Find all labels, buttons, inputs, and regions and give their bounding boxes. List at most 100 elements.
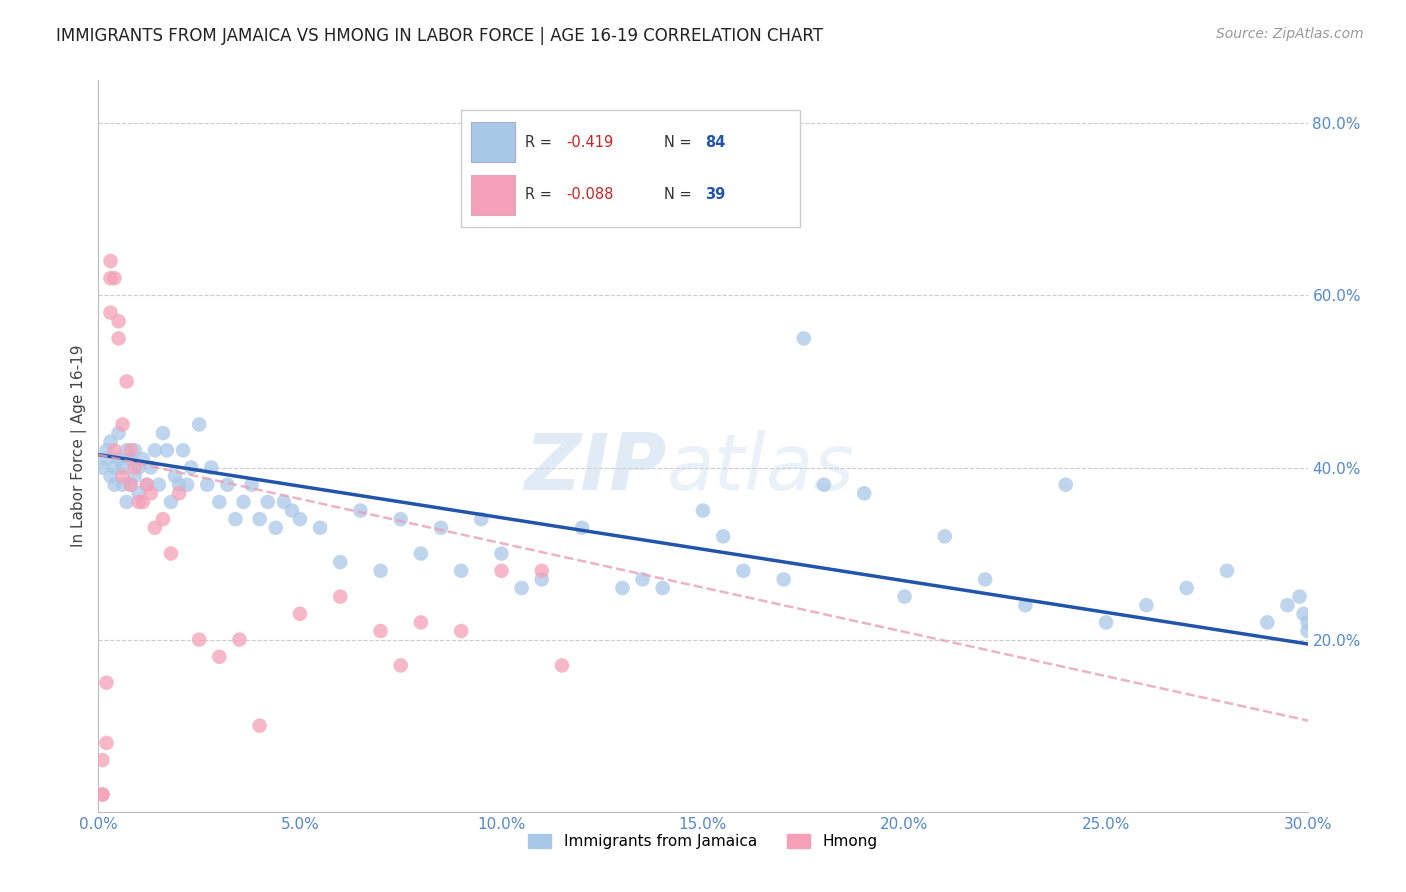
Point	[450, 564, 472, 578]
Point	[329, 590, 352, 604]
Point	[232, 495, 254, 509]
Point	[1296, 624, 1319, 638]
Point	[167, 486, 190, 500]
Point	[91, 460, 114, 475]
Point	[103, 443, 125, 458]
Point	[309, 521, 332, 535]
Point	[813, 477, 835, 491]
Point	[1095, 615, 1118, 630]
Point	[491, 547, 513, 561]
Point	[450, 624, 472, 638]
Point	[120, 451, 142, 466]
Point	[264, 521, 287, 535]
Point	[107, 331, 129, 345]
Point	[273, 495, 295, 509]
Point	[370, 624, 392, 638]
Point	[100, 434, 122, 449]
Point	[167, 477, 190, 491]
Point	[160, 547, 183, 561]
Point	[1277, 598, 1299, 612]
Point	[288, 607, 311, 621]
Point	[111, 469, 134, 483]
Point	[115, 443, 138, 458]
Point	[217, 477, 239, 491]
Point	[120, 477, 142, 491]
Point	[160, 495, 183, 509]
Point	[208, 649, 231, 664]
Point	[631, 573, 654, 587]
Text: Source: ZipAtlas.com: Source: ZipAtlas.com	[1216, 27, 1364, 41]
Point	[128, 460, 150, 475]
Point	[893, 590, 915, 604]
Point	[91, 788, 114, 802]
Y-axis label: In Labor Force | Age 16-19: In Labor Force | Age 16-19	[72, 344, 87, 548]
Point	[107, 426, 129, 441]
Point	[974, 573, 997, 587]
Point	[100, 305, 122, 319]
Point	[200, 460, 222, 475]
Point	[132, 451, 155, 466]
Point	[1054, 477, 1077, 491]
Point	[228, 632, 250, 647]
Point	[281, 503, 304, 517]
Point	[612, 581, 634, 595]
Point	[711, 529, 734, 543]
Point	[100, 254, 122, 268]
Point	[91, 753, 114, 767]
Point	[349, 503, 371, 517]
Text: IMMIGRANTS FROM JAMAICA VS HMONG IN LABOR FORCE | AGE 16-19 CORRELATION CHART: IMMIGRANTS FROM JAMAICA VS HMONG IN LABO…	[56, 27, 824, 45]
Point	[152, 426, 174, 441]
Point	[135, 477, 157, 491]
Point	[111, 477, 134, 491]
Point	[135, 477, 157, 491]
Point	[132, 495, 155, 509]
Point	[772, 573, 794, 587]
Point	[1135, 598, 1157, 612]
Point	[409, 615, 432, 630]
Point	[107, 451, 129, 466]
Text: ZIP: ZIP	[524, 430, 666, 506]
Point	[96, 443, 118, 458]
Point	[1296, 615, 1319, 630]
Point	[91, 788, 114, 802]
Point	[1216, 564, 1239, 578]
Point	[256, 495, 278, 509]
Point	[651, 581, 673, 595]
Point	[96, 451, 118, 466]
Point	[733, 564, 755, 578]
Point	[124, 443, 146, 458]
Text: atlas: atlas	[666, 430, 855, 506]
Point	[551, 658, 574, 673]
Point	[208, 495, 231, 509]
Point	[139, 486, 162, 500]
Point	[148, 477, 170, 491]
Point	[692, 503, 714, 517]
Point	[430, 521, 453, 535]
Point	[224, 512, 246, 526]
Point	[152, 512, 174, 526]
Point	[249, 719, 271, 733]
Point	[389, 512, 412, 526]
Point	[103, 271, 125, 285]
Point	[100, 469, 122, 483]
Point	[571, 521, 593, 535]
Point	[853, 486, 876, 500]
Point	[111, 417, 134, 432]
Point	[934, 529, 956, 543]
Point	[180, 460, 202, 475]
Point	[1292, 607, 1315, 621]
Point	[1288, 590, 1310, 604]
Point	[510, 581, 533, 595]
Point	[124, 469, 146, 483]
Point	[103, 460, 125, 475]
Point	[120, 443, 142, 458]
Point	[793, 331, 815, 345]
Point	[172, 443, 194, 458]
Point	[176, 477, 198, 491]
Point	[100, 271, 122, 285]
Point	[1175, 581, 1198, 595]
Point	[107, 314, 129, 328]
Point	[163, 469, 186, 483]
Point	[143, 521, 166, 535]
Point	[111, 460, 134, 475]
